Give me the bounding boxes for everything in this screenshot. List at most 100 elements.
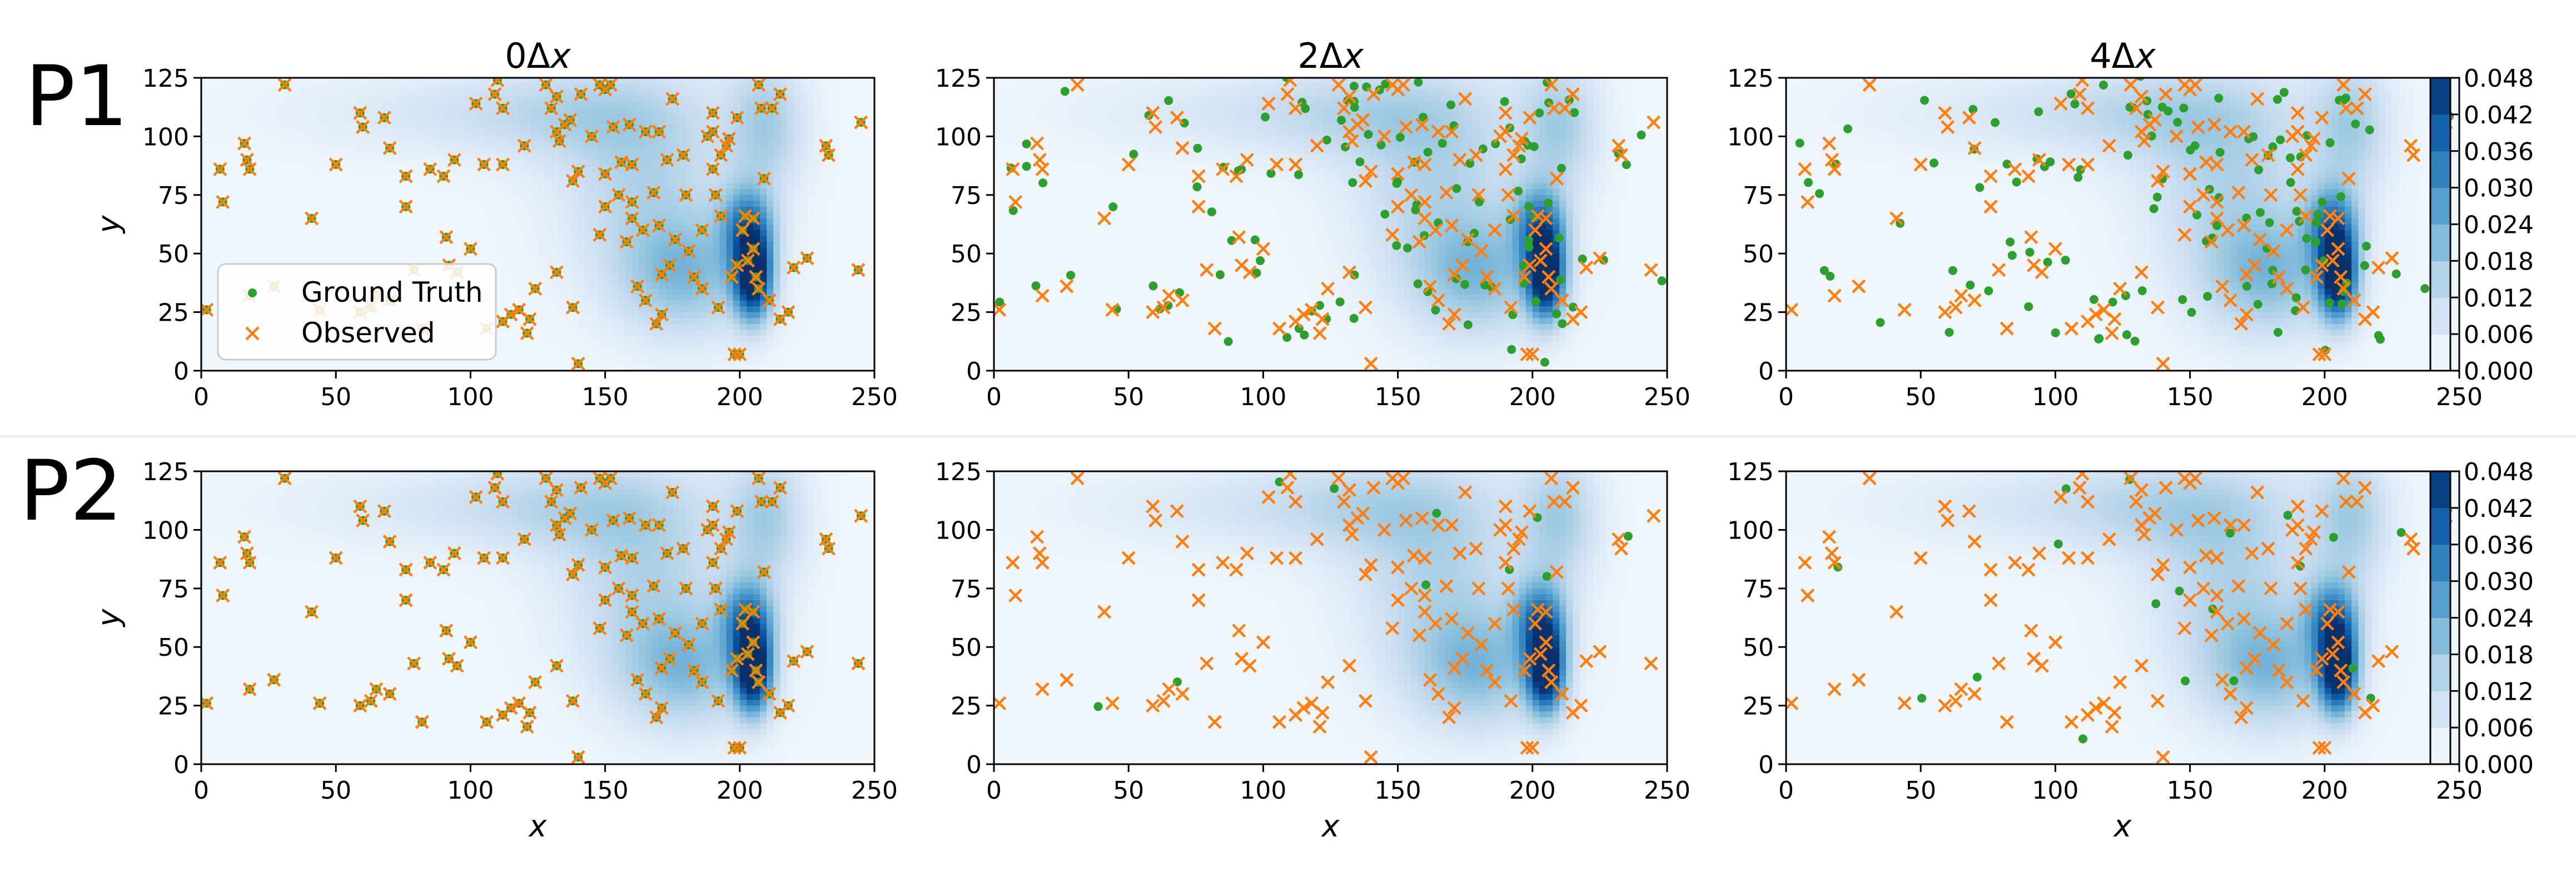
observed-point — [2150, 173, 2165, 188]
observed-point — [1404, 581, 1419, 596]
observed-point — [2264, 581, 2278, 596]
colorbar-level — [2430, 728, 2450, 765]
ground-truth-point — [1657, 276, 1667, 286]
observed-point — [201, 696, 214, 710]
observed-point — [329, 157, 343, 172]
ground-truth-point — [2225, 529, 2235, 538]
observed-point — [2266, 637, 2281, 652]
observed-point — [733, 347, 747, 362]
ground-truth-point — [1920, 96, 1929, 105]
observed-point — [800, 251, 814, 266]
observed-point — [2296, 694, 2310, 708]
observed-point — [1579, 260, 1594, 275]
observed-point — [2183, 167, 2197, 181]
observed-point — [2290, 162, 2305, 177]
observed-point — [552, 134, 566, 148]
observed-point — [654, 267, 669, 282]
y-tick-label: 0 — [1758, 751, 1774, 779]
observed-point — [1385, 621, 1400, 636]
observed-point — [2107, 312, 2122, 326]
ground-truth-point — [1419, 112, 1428, 122]
observed-point — [854, 115, 868, 129]
ground-truth-point — [2007, 251, 2017, 260]
observed-point — [738, 602, 753, 617]
observed-point — [2129, 101, 2144, 116]
observed-point — [1170, 111, 1184, 125]
observed-point — [447, 546, 461, 561]
ground-truth-point — [2365, 125, 2374, 134]
density-field — [201, 471, 874, 764]
observed-point — [2062, 157, 2076, 172]
observed-point — [2236, 518, 2251, 532]
ground-truth-point — [2301, 265, 2310, 275]
observed-point — [1889, 605, 1904, 619]
observed-point — [488, 480, 502, 495]
observed-point — [2334, 270, 2348, 284]
observed-point — [1544, 471, 1559, 486]
observed-point — [1442, 317, 1456, 331]
legend: Ground Truth Observed — [217, 263, 497, 361]
observed-point — [2072, 87, 2087, 102]
observed-point — [488, 87, 502, 102]
observed-point — [1364, 356, 1378, 371]
observed-point — [1471, 581, 1486, 596]
ground-truth-point — [1414, 78, 1423, 87]
ground-truth-point — [1093, 702, 1103, 711]
ground-truth-point — [2215, 148, 2225, 157]
observed-point — [2336, 78, 2351, 92]
observed-point — [1418, 211, 1432, 226]
ground-truth-point — [2273, 94, 2282, 104]
observed-point — [2210, 157, 2224, 172]
ground-truth-point — [1350, 270, 1359, 280]
y-tick-label: 25 — [1743, 299, 1774, 327]
ground-truth-point — [1315, 301, 1324, 310]
observed-point — [2150, 567, 2165, 582]
observed-point — [1498, 499, 1513, 514]
observed-point — [1105, 302, 1120, 317]
ground-truth-point — [1108, 202, 1118, 212]
observed-point — [1170, 504, 1184, 519]
observed-point — [1469, 541, 1483, 556]
observed-point — [2280, 223, 2294, 237]
observed-point — [377, 111, 391, 125]
observed-point — [2323, 209, 2338, 223]
observed-point — [730, 504, 744, 519]
colorbar-tick-label: 0.018 — [2464, 247, 2534, 276]
observed-point — [746, 211, 760, 226]
ground-truth-point — [1544, 198, 1553, 208]
observed-point — [1479, 663, 1494, 677]
ground-truth-point — [2006, 237, 2015, 247]
observed-point — [1501, 188, 1515, 202]
observed-point — [544, 101, 559, 116]
observed-point — [1366, 87, 1381, 102]
observed-point — [695, 281, 709, 296]
observed-point — [711, 300, 725, 315]
observed-point — [682, 244, 696, 258]
observed-point — [1514, 132, 1529, 146]
observed-point — [781, 305, 795, 320]
ground-truth-point — [1180, 118, 1189, 128]
observed-point — [625, 551, 639, 565]
observed-point — [305, 605, 319, 619]
colorbar-level — [2430, 507, 2450, 545]
ground-truth-point — [1568, 302, 1578, 312]
colorbar-level — [2430, 654, 2450, 691]
ground-truth-point — [1540, 357, 1549, 367]
observed-point — [1514, 525, 1529, 540]
observed-point — [1479, 270, 1494, 284]
observed-point — [652, 124, 667, 139]
observed-point — [399, 169, 413, 183]
observed-point — [1938, 699, 1952, 713]
observed-point — [1523, 111, 1537, 125]
ground-truth-point — [2175, 586, 2184, 596]
observed-point — [2231, 185, 2246, 200]
y-tick-label: 100 — [935, 123, 982, 151]
observed-point — [1396, 78, 1410, 92]
observed-point — [1310, 532, 1324, 546]
ground-truth-point — [2061, 484, 2071, 494]
observed-point — [1801, 195, 1815, 210]
observed-point — [2148, 113, 2162, 127]
ground-truth-point — [1514, 186, 1523, 196]
observed-point — [1358, 173, 1373, 188]
observed-point — [1458, 92, 1473, 106]
